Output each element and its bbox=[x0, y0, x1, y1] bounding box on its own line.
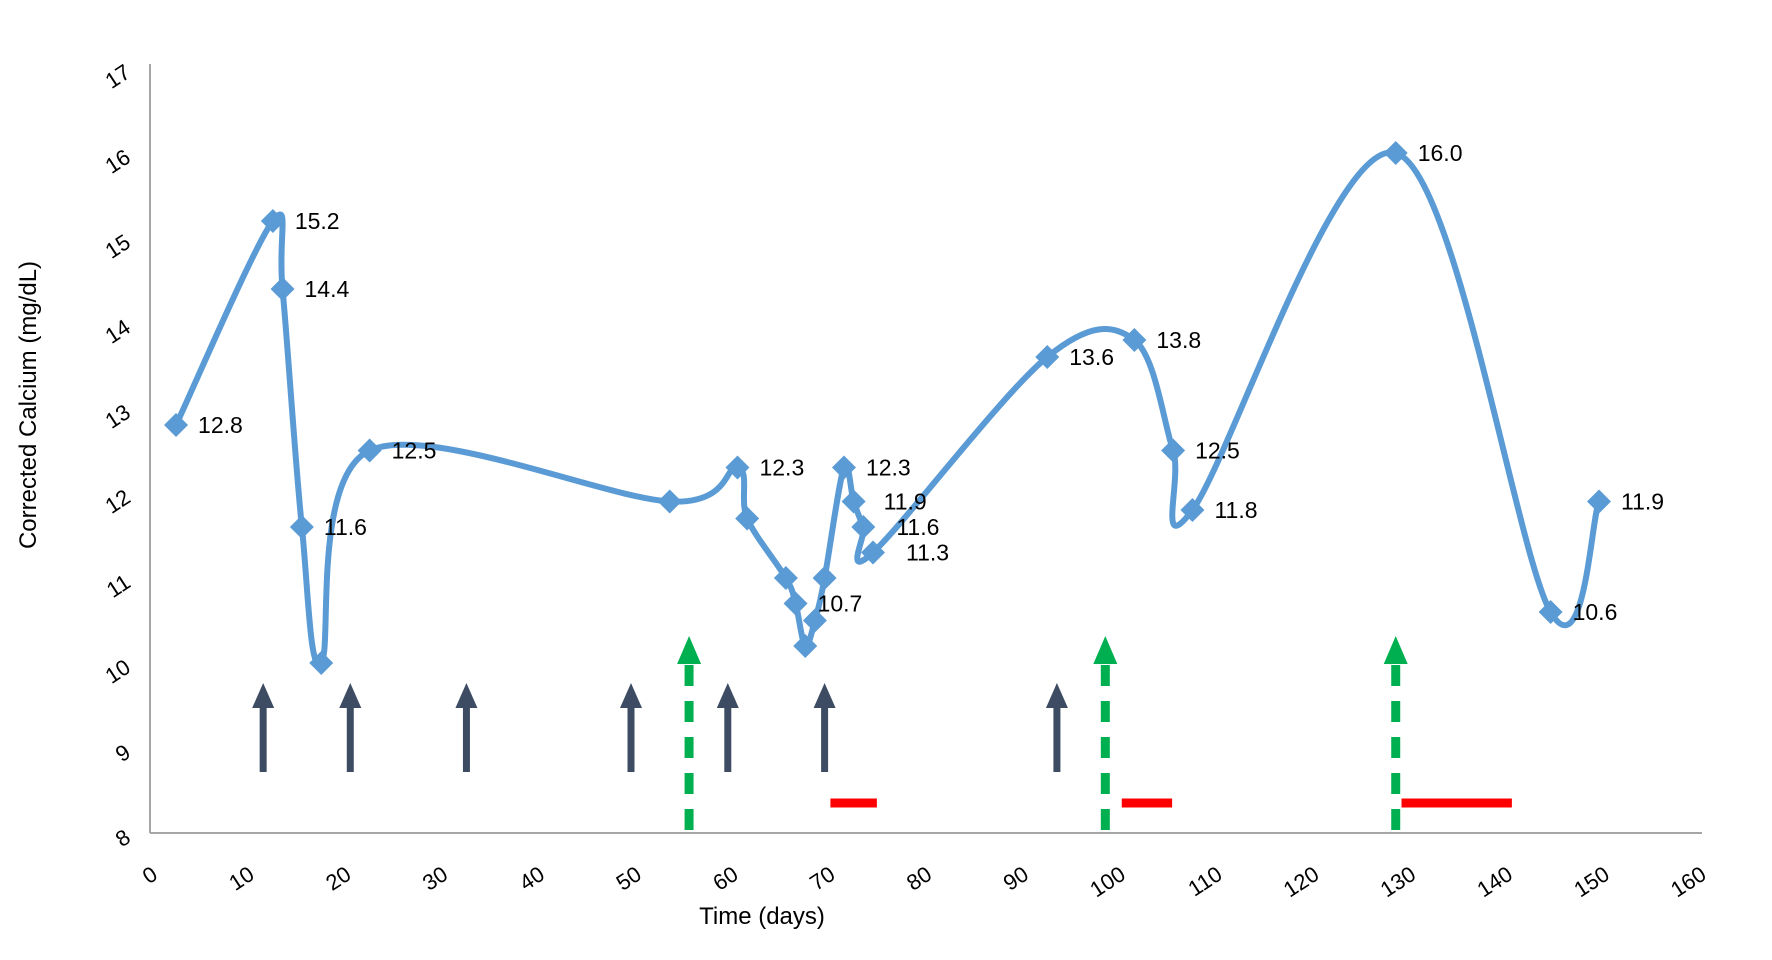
x-tick-label: 130 bbox=[1376, 861, 1420, 902]
data-point-marker bbox=[1180, 498, 1205, 522]
data-point-marker bbox=[357, 438, 382, 463]
x-tick-label: 90 bbox=[999, 861, 1033, 895]
data-point-label: 12.3 bbox=[759, 455, 804, 481]
x-tick-label: 120 bbox=[1279, 861, 1323, 902]
treatment-arrow-solid bbox=[1045, 683, 1068, 772]
x-tick-label: 100 bbox=[1085, 861, 1129, 902]
y-tick-label: 11 bbox=[102, 569, 135, 602]
arrow-head bbox=[716, 683, 739, 708]
data-point-marker bbox=[841, 489, 866, 514]
y-tick-label: 12 bbox=[101, 484, 135, 518]
data-point-marker bbox=[831, 455, 856, 480]
data-point-marker bbox=[309, 651, 334, 675]
arrow-head bbox=[1045, 683, 1068, 708]
data-point-marker bbox=[851, 515, 876, 539]
treatment-arrow-solid bbox=[813, 683, 836, 772]
arrow-head bbox=[339, 683, 362, 708]
axes bbox=[149, 64, 1702, 834]
arrow-head bbox=[1383, 636, 1408, 664]
annotations bbox=[252, 636, 1512, 830]
y-axis-title: Corrected Calcium (mg/dL) bbox=[15, 261, 42, 549]
data-point-label: 11.9 bbox=[884, 489, 927, 515]
data-point-marker bbox=[783, 591, 808, 616]
treatment-arrow-dashed bbox=[677, 636, 702, 830]
data-point-label: 11.3 bbox=[906, 540, 949, 566]
arrow-head bbox=[455, 683, 478, 708]
data-point-label: 11.6 bbox=[896, 514, 939, 540]
data-point-marker bbox=[657, 489, 682, 514]
data-point-label: 13.6 bbox=[1069, 344, 1114, 370]
data-point-marker bbox=[260, 209, 285, 233]
x-tick-label: 40 bbox=[515, 861, 549, 895]
treatment-arrow-solid bbox=[716, 683, 739, 772]
series-line bbox=[173, 149, 1602, 668]
data-point-label: 16.0 bbox=[1418, 140, 1463, 166]
data-point-marker bbox=[1161, 438, 1186, 463]
x-tick-label: 140 bbox=[1473, 861, 1517, 902]
y-tick-label: 9 bbox=[111, 739, 135, 767]
data-point-marker bbox=[861, 540, 885, 565]
data-point-marker bbox=[164, 413, 189, 437]
arrow-head bbox=[677, 636, 702, 664]
data-point-marker bbox=[812, 566, 837, 590]
x-tick-label: 0 bbox=[138, 861, 162, 889]
treatment-arrow-solid bbox=[339, 683, 362, 772]
data-point-label: 15.2 bbox=[295, 208, 340, 234]
arrow-head bbox=[620, 683, 642, 708]
data-point-label: 12.3 bbox=[866, 455, 911, 481]
data-point-marker bbox=[725, 455, 750, 480]
data-point-labels: 12.815.214.411.612.512.310.712.311.911.6… bbox=[198, 140, 1664, 625]
x-tick-label: 30 bbox=[418, 861, 452, 895]
treatment-arrow-solid bbox=[620, 683, 642, 772]
x-tick-label: 150 bbox=[1569, 861, 1613, 902]
data-point-marker bbox=[1587, 489, 1611, 514]
data-point-label: 14.4 bbox=[305, 276, 350, 302]
data-point-marker bbox=[793, 634, 818, 658]
x-axis-title: Time (days) bbox=[699, 903, 825, 930]
data-point-label: 10.6 bbox=[1573, 599, 1618, 625]
data-point-marker bbox=[1122, 328, 1147, 352]
data-point-label: 11.9 bbox=[1621, 489, 1664, 515]
data-point-marker bbox=[270, 277, 295, 301]
y-tick-label: 15 bbox=[101, 229, 135, 263]
data-point-label: 11.6 bbox=[324, 514, 367, 540]
x-tick-label: 80 bbox=[902, 861, 936, 895]
data-point-marker bbox=[773, 566, 798, 590]
arrow-head bbox=[252, 683, 275, 708]
data-series bbox=[164, 141, 1611, 675]
data-point-label: 12.8 bbox=[198, 412, 243, 438]
data-point-marker bbox=[1035, 345, 1060, 369]
y-tick-label: 8 bbox=[111, 824, 135, 852]
data-point-marker bbox=[802, 608, 827, 633]
x-tick-label: 50 bbox=[612, 861, 646, 895]
data-point-label: 12.5 bbox=[392, 438, 437, 464]
data-point-label: 11.8 bbox=[1214, 497, 1257, 523]
x-tick-label: 70 bbox=[805, 861, 839, 895]
y-tick-label: 17 bbox=[101, 59, 135, 93]
treatment-arrow-dashed bbox=[1093, 636, 1118, 830]
x-tick-label: 160 bbox=[1666, 861, 1710, 902]
treatment-arrow-solid bbox=[455, 683, 478, 772]
data-point-marker bbox=[1538, 600, 1563, 624]
x-tick-label: 10 bbox=[224, 861, 258, 895]
x-tick-label: 60 bbox=[708, 861, 742, 895]
data-point-label: 13.8 bbox=[1156, 327, 1201, 353]
y-tick-label: 16 bbox=[101, 144, 135, 178]
treatment-arrow-solid bbox=[252, 683, 275, 772]
arrow-head bbox=[1093, 636, 1118, 664]
arrow-head bbox=[813, 683, 836, 708]
y-tick-label: 14 bbox=[101, 314, 135, 348]
y-tick-label: 10 bbox=[101, 654, 135, 688]
data-point-marker bbox=[1383, 141, 1408, 165]
data-point-label: 10.7 bbox=[818, 591, 863, 617]
data-point-label: 12.5 bbox=[1195, 438, 1240, 464]
y-tick-label: 13 bbox=[101, 399, 135, 433]
data-point-marker bbox=[289, 515, 314, 539]
x-tick-label: 20 bbox=[321, 861, 355, 895]
x-tick-label: 110 bbox=[1183, 861, 1226, 901]
treatment-arrow-dashed bbox=[1383, 636, 1408, 830]
data-point-marker bbox=[735, 506, 760, 531]
